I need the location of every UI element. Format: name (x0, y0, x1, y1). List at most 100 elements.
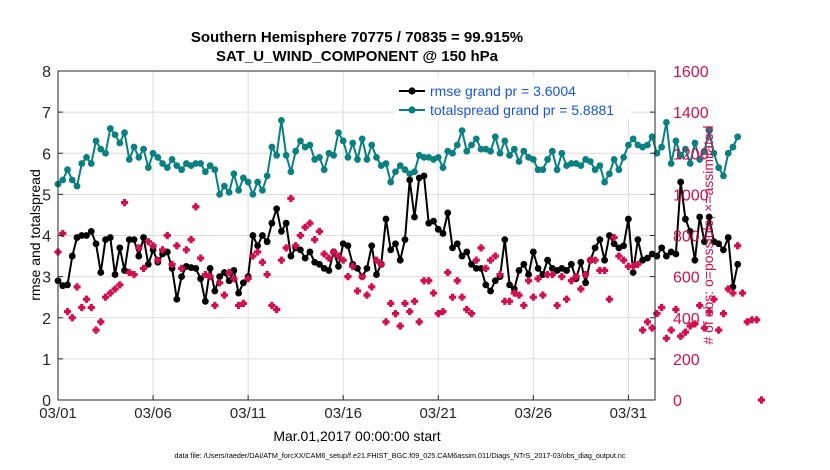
obs-marker (382, 318, 390, 326)
totalspread-point (696, 156, 704, 163)
obs-marker (216, 279, 224, 287)
rmse-point (677, 178, 685, 186)
totalspread-point (363, 156, 371, 163)
chart-title-line2: SAT_U_WIND_COMPONENT @ 150 hPa (216, 48, 499, 65)
totalspread-point (610, 156, 618, 163)
obs-marker (601, 266, 609, 275)
totalspread-point (277, 116, 285, 124)
obs-marker (277, 256, 285, 264)
obs-marker (477, 244, 485, 252)
grid (58, 71, 655, 400)
obs-marker (235, 301, 243, 310)
obs-marker (520, 301, 528, 310)
legend: rmse grand pr = 3.6004 totalspread grand… (394, 77, 631, 120)
x-tick-label: 03/31 (610, 405, 648, 422)
rmse-point (468, 260, 475, 268)
obs-marker (572, 273, 580, 281)
totalspread-point (197, 160, 204, 167)
rmse-point (596, 236, 604, 244)
totalspread-point (686, 160, 694, 167)
obs-marker (653, 310, 661, 318)
left-tick-label: 5 (42, 187, 51, 204)
obs-marker (738, 289, 747, 297)
obs-marker (396, 322, 404, 330)
left-tick-label: 6 (42, 146, 51, 163)
right-axis-label: # of obs: o=possible; ×=assimilated (700, 125, 716, 344)
obs-marker (429, 289, 438, 297)
obs-marker (582, 270, 590, 279)
obs-marker (225, 268, 233, 277)
obs-marker (125, 268, 133, 277)
totalspread-point (591, 166, 599, 174)
rmse-point (682, 215, 689, 223)
right-tick-label: 0 (673, 393, 682, 410)
obs-marker (482, 264, 490, 272)
totalspread-point (453, 141, 461, 149)
obs-marker (558, 273, 566, 281)
rmse-point (111, 271, 119, 278)
obs-marker (154, 256, 162, 264)
obs-marker (334, 252, 343, 260)
rmse-point (458, 252, 466, 260)
legend-box (394, 77, 631, 120)
rmse-point (78, 232, 86, 239)
chart-title-line1: Southern Hemisphere 70775 / 70835 = 99.9… (191, 29, 523, 46)
obs-marker (724, 285, 732, 293)
obs-marker (163, 231, 171, 240)
obs-marker (543, 270, 552, 279)
totalspread-point (140, 145, 147, 153)
obs-marker (177, 264, 186, 272)
obs-marker (201, 270, 209, 279)
obs-marker (192, 203, 200, 211)
right-tick-label: 1400 (673, 105, 709, 122)
totalspread-point (306, 141, 314, 149)
left-tick-label: 7 (42, 105, 51, 122)
obs-marker (591, 256, 599, 264)
obs-marker (401, 299, 409, 307)
rmse-point (335, 262, 342, 270)
rmse-point (220, 269, 228, 276)
obs-marker (230, 275, 238, 283)
totalspread-point (220, 182, 228, 190)
totalspread-point (529, 156, 537, 163)
obs-marker (439, 307, 447, 316)
obs-marker (358, 273, 366, 281)
totalspread-point (586, 158, 594, 165)
obs-marker (296, 231, 305, 240)
totalspread-point (392, 168, 399, 176)
rmse-point (249, 232, 257, 239)
obs-marker (501, 297, 509, 305)
obs-marker (586, 256, 594, 264)
rmse-point (401, 236, 409, 244)
rmse-point (301, 254, 309, 262)
obs-marker (553, 301, 561, 310)
rmse-point (463, 248, 471, 256)
totalspread-point (216, 190, 224, 198)
obs-marker (206, 273, 214, 281)
obs-marker (168, 260, 176, 268)
totalspread-point (78, 160, 86, 167)
totalspread-point (287, 168, 295, 176)
rmse-point (534, 265, 542, 272)
totalspread-point (468, 141, 475, 149)
obs-marker (743, 318, 751, 326)
right-tick-label: 600 (673, 270, 700, 287)
totalspread-point (629, 135, 637, 143)
obs-marker (610, 233, 618, 242)
totalspread-point (144, 164, 152, 172)
totalspread-point (178, 166, 185, 174)
totalspread-point (701, 147, 708, 155)
legend-rmse-label: rmse grand pr = 3.6004 (430, 83, 576, 99)
obs-marker (662, 334, 671, 342)
rmse-point (501, 236, 509, 244)
rmse-point (629, 269, 637, 276)
obs-marker (696, 301, 704, 310)
rmse-point (396, 256, 404, 264)
obs-marker (425, 277, 433, 285)
totalspread-point (87, 160, 95, 167)
rmse-point (325, 267, 333, 274)
rmse-point (563, 267, 570, 274)
obs-marker (681, 328, 690, 336)
left-axis-label: rmse and totalspread (27, 169, 43, 301)
totalspread-point (577, 162, 585, 169)
